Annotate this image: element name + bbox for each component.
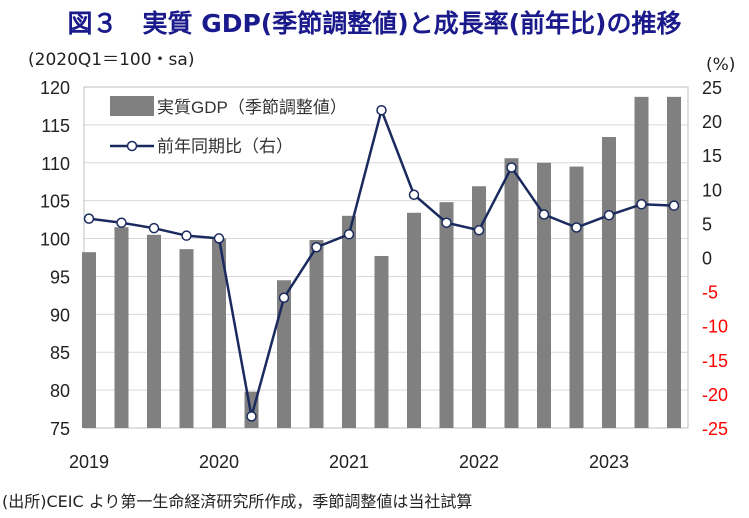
right-tick-label: -20 bbox=[702, 385, 728, 405]
yoy-point bbox=[668, 200, 680, 211]
source-note: (出所)CEIC より第一生命経済研究所作成，季節調整値は当社試算 bbox=[2, 492, 473, 511]
left-tick-label: 115 bbox=[41, 116, 70, 136]
right-tick-label: 20 bbox=[702, 112, 722, 132]
gdp-bar bbox=[634, 96, 649, 429]
left-tick-label: 120 bbox=[40, 78, 70, 98]
right-axis-unit: (%) bbox=[706, 55, 736, 75]
right-tick-label: 5 bbox=[702, 214, 712, 234]
yoy-point bbox=[343, 229, 355, 240]
gdp-bar bbox=[179, 249, 194, 428]
yoy-point bbox=[603, 209, 615, 221]
right-tick-label: 10 bbox=[702, 180, 722, 200]
yoy-point bbox=[246, 411, 257, 422]
yoy-point bbox=[116, 217, 127, 228]
yoy-point bbox=[376, 104, 387, 116]
left-tick-label: 105 bbox=[40, 192, 70, 212]
chart-svg: 7580859095100105110115120-25-20-15-10-50… bbox=[40, 78, 728, 472]
yoy-point bbox=[473, 224, 485, 236]
gdp-bar bbox=[212, 238, 226, 428]
gdp-bar bbox=[342, 215, 356, 428]
gdp-bar bbox=[569, 166, 584, 429]
gdp-bar bbox=[374, 255, 389, 428]
left-tick-label: 100 bbox=[40, 230, 70, 250]
yoy-point bbox=[83, 213, 95, 224]
chart-title: 図３ 実質 GDP(季節調整値)と成長率(前年比)の推移 bbox=[67, 9, 682, 38]
left-tick-label: 90 bbox=[50, 305, 70, 325]
gdp-bar bbox=[472, 186, 486, 428]
gdp-bar bbox=[537, 162, 551, 428]
left-tick-label: 95 bbox=[50, 267, 70, 287]
yoy-point bbox=[148, 222, 160, 234]
gdp-bar bbox=[667, 96, 681, 429]
left-tick-label: 85 bbox=[50, 343, 70, 363]
left-tick-label: 75 bbox=[50, 419, 70, 439]
yoy-point bbox=[311, 242, 322, 253]
right-tick-label: -10 bbox=[702, 317, 728, 337]
gdp-bar bbox=[602, 137, 616, 428]
gdp-bar bbox=[309, 240, 324, 428]
legend-label-gdp: 実質GDP（季節調整値） bbox=[157, 98, 347, 117]
yoy-point bbox=[181, 230, 192, 241]
gdp-bar bbox=[407, 212, 421, 428]
right-tick-label: -5 bbox=[702, 283, 718, 303]
yoy-point bbox=[636, 199, 647, 210]
left-tick-label: 80 bbox=[50, 381, 70, 401]
left-tick-label: 110 bbox=[41, 154, 70, 174]
gdp-bar bbox=[114, 227, 129, 428]
gdp-bar bbox=[439, 202, 454, 428]
left-axis-unit: (2020Q1＝100・sa) bbox=[28, 50, 195, 70]
right-tick-label: -25 bbox=[702, 419, 728, 439]
gdp-bar bbox=[504, 158, 519, 428]
x-tick-label: 2022 bbox=[459, 452, 499, 472]
yoy-point bbox=[213, 233, 225, 244]
yoy-point bbox=[278, 292, 290, 303]
x-tick-label: 2020 bbox=[199, 452, 239, 472]
gdp-bar bbox=[82, 252, 96, 428]
x-tick-label: 2019 bbox=[69, 452, 109, 472]
legend-label-yoy: 前年同期比（右） bbox=[157, 137, 293, 156]
gdp-bar bbox=[277, 280, 291, 428]
x-tick-label: 2023 bbox=[589, 452, 629, 472]
gdp-bar bbox=[147, 234, 161, 428]
yoy-point bbox=[506, 162, 517, 173]
right-tick-label: -15 bbox=[702, 351, 728, 371]
yoy-point bbox=[538, 209, 550, 220]
yoy-point bbox=[441, 217, 452, 228]
yoy-point bbox=[571, 222, 582, 233]
x-tick-label: 2021 bbox=[329, 452, 369, 472]
right-tick-label: 0 bbox=[702, 249, 712, 269]
right-tick-label: 15 bbox=[702, 146, 722, 166]
legend-line-marker bbox=[126, 140, 138, 152]
legend-bar-swatch bbox=[110, 96, 154, 116]
right-tick-label: 25 bbox=[702, 78, 722, 98]
yoy-point bbox=[408, 189, 420, 201]
